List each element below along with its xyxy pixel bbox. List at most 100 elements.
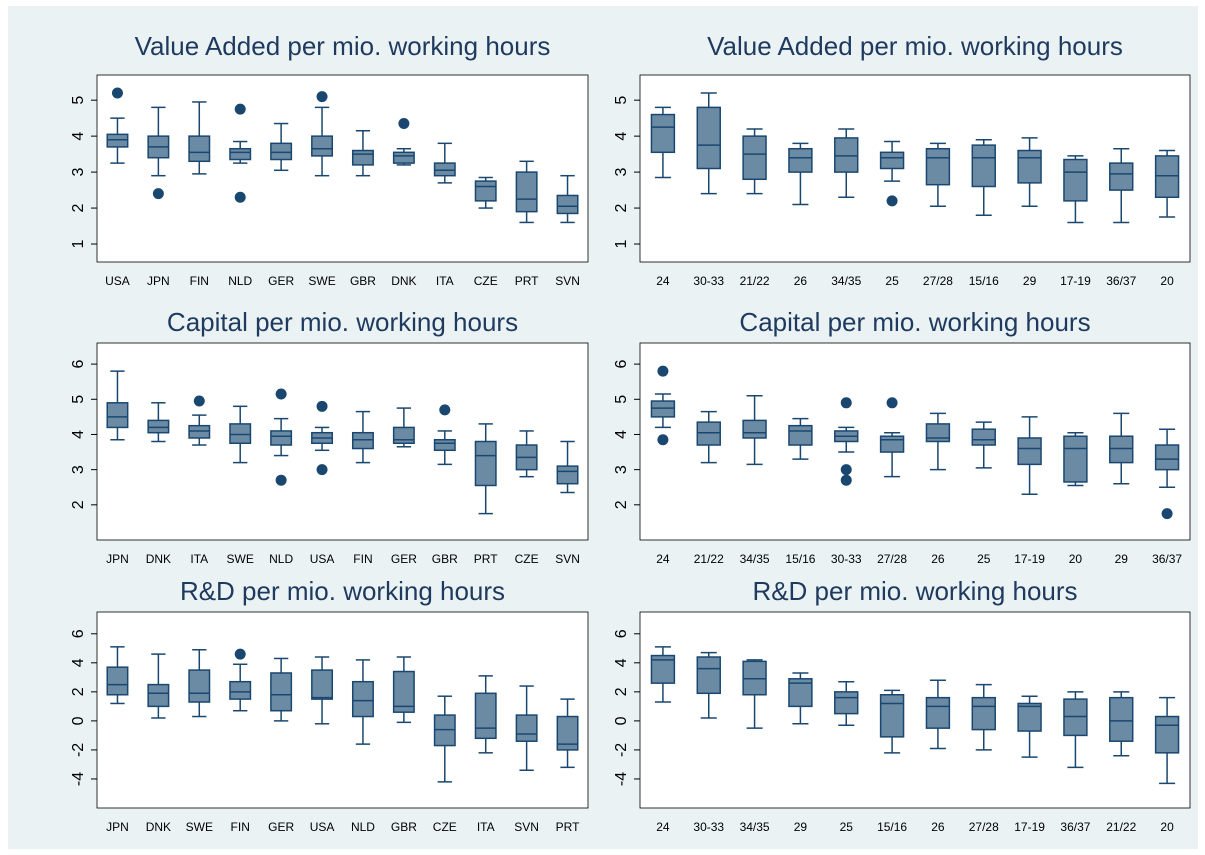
x-tick-label: 20 — [1160, 820, 1174, 834]
box — [433, 162, 456, 177]
box — [650, 400, 676, 418]
x-tick-label: DNK — [146, 552, 171, 566]
box — [270, 430, 293, 446]
box — [188, 135, 211, 163]
outlier — [439, 404, 451, 416]
box — [229, 147, 252, 161]
x-tick-label: 34/35 — [831, 274, 861, 288]
x-tick-label: DNK — [146, 820, 171, 834]
box — [188, 669, 211, 703]
x-tick-label: CZE — [433, 820, 457, 834]
x-tick-label: 20 — [1069, 552, 1083, 566]
box — [433, 438, 456, 452]
y-tick-label: 5 — [613, 96, 630, 105]
y-tick-label: 2 — [613, 204, 630, 213]
x-tick-label: SWE — [308, 274, 335, 288]
x-tick-label: 24 — [656, 274, 670, 288]
x-tick-label: 21/22 — [740, 274, 770, 288]
box — [270, 142, 293, 161]
x-tick-label: 27/28 — [923, 274, 953, 288]
x-tick-label: 17-19 — [1014, 820, 1045, 834]
x-tick-label: GBR — [432, 552, 458, 566]
x-tick-label: 25 — [885, 274, 899, 288]
box — [392, 426, 415, 445]
box — [1109, 696, 1134, 742]
y-tick-label: 3 — [613, 168, 630, 177]
x-tick-label: FIN — [231, 820, 250, 834]
x-tick-label: 17-19 — [1014, 552, 1045, 566]
x-tick-label: GER — [268, 820, 294, 834]
x-tick-label: GER — [268, 274, 294, 288]
box — [392, 670, 415, 713]
box — [1154, 155, 1180, 199]
plot-area — [639, 611, 1191, 809]
y-tick-label: 5 — [613, 395, 630, 404]
x-tick-label: PRT — [515, 274, 539, 288]
box — [147, 419, 170, 434]
box — [971, 144, 996, 188]
box — [351, 680, 374, 718]
x-tick-label: ITA — [190, 552, 208, 566]
box — [270, 672, 293, 712]
x-tick-label: FIN — [353, 552, 372, 566]
box — [556, 194, 579, 215]
x-tick-label: USA — [310, 820, 335, 834]
y-tick-label: 6 — [613, 360, 630, 369]
x-tick-label: DNK — [391, 274, 416, 288]
box — [515, 714, 538, 742]
x-tick-label: CZE — [515, 552, 539, 566]
box — [1109, 435, 1134, 464]
x-tick-label: SVN — [555, 552, 580, 566]
y-tick-label: 2 — [70, 204, 87, 213]
y-tick-label: 0 — [613, 716, 630, 725]
box — [351, 149, 374, 166]
y-tick-label: 6 — [70, 629, 87, 638]
box — [515, 171, 538, 213]
x-tick-label: FIN — [190, 274, 209, 288]
outlier — [111, 87, 123, 99]
x-tick-label: 15/16 — [785, 552, 815, 566]
x-tick-label: GBR — [350, 274, 376, 288]
box — [650, 654, 676, 684]
box — [106, 402, 129, 429]
y-tick-label: 4 — [70, 132, 87, 141]
box — [1017, 437, 1042, 466]
box — [971, 428, 996, 446]
plot-area — [639, 342, 1191, 541]
y-tick-label: 2 — [613, 687, 630, 696]
outlier — [316, 400, 328, 412]
x-tick-label: 34/35 — [740, 552, 770, 566]
box — [742, 419, 767, 439]
x-tick-label: 21/22 — [694, 552, 724, 566]
box — [556, 465, 579, 485]
x-tick-label: ITA — [477, 820, 495, 834]
y-tick-label: 1 — [70, 239, 87, 248]
y-tick-label: 6 — [70, 360, 87, 369]
y-tick-label: 1 — [613, 239, 630, 248]
x-tick-label: 29 — [1115, 552, 1129, 566]
x-tick-label: NLD — [269, 552, 293, 566]
x-tick-label: PRT — [556, 820, 580, 834]
box — [742, 135, 767, 181]
outlier — [657, 365, 669, 377]
x-tick-label: NLD — [228, 274, 252, 288]
x-tick-label: 36/37 — [1152, 552, 1182, 566]
box — [1109, 162, 1134, 191]
x-tick-label: CZE — [474, 274, 498, 288]
box — [351, 431, 374, 450]
box — [1063, 158, 1088, 202]
x-tick-label: 20 — [1160, 274, 1174, 288]
x-tick-label: 29 — [1023, 274, 1037, 288]
y-tick-label: 3 — [70, 465, 87, 474]
x-tick-label: 25 — [977, 552, 991, 566]
x-tick-label: 21/22 — [1106, 820, 1136, 834]
x-tick-label: 30-33 — [831, 552, 862, 566]
box — [474, 692, 497, 740]
y-tick-label: 4 — [613, 658, 630, 667]
y-tick-label: 2 — [70, 687, 87, 696]
box — [1017, 149, 1042, 184]
box — [229, 680, 252, 700]
box — [229, 423, 252, 445]
outlier — [234, 191, 246, 203]
